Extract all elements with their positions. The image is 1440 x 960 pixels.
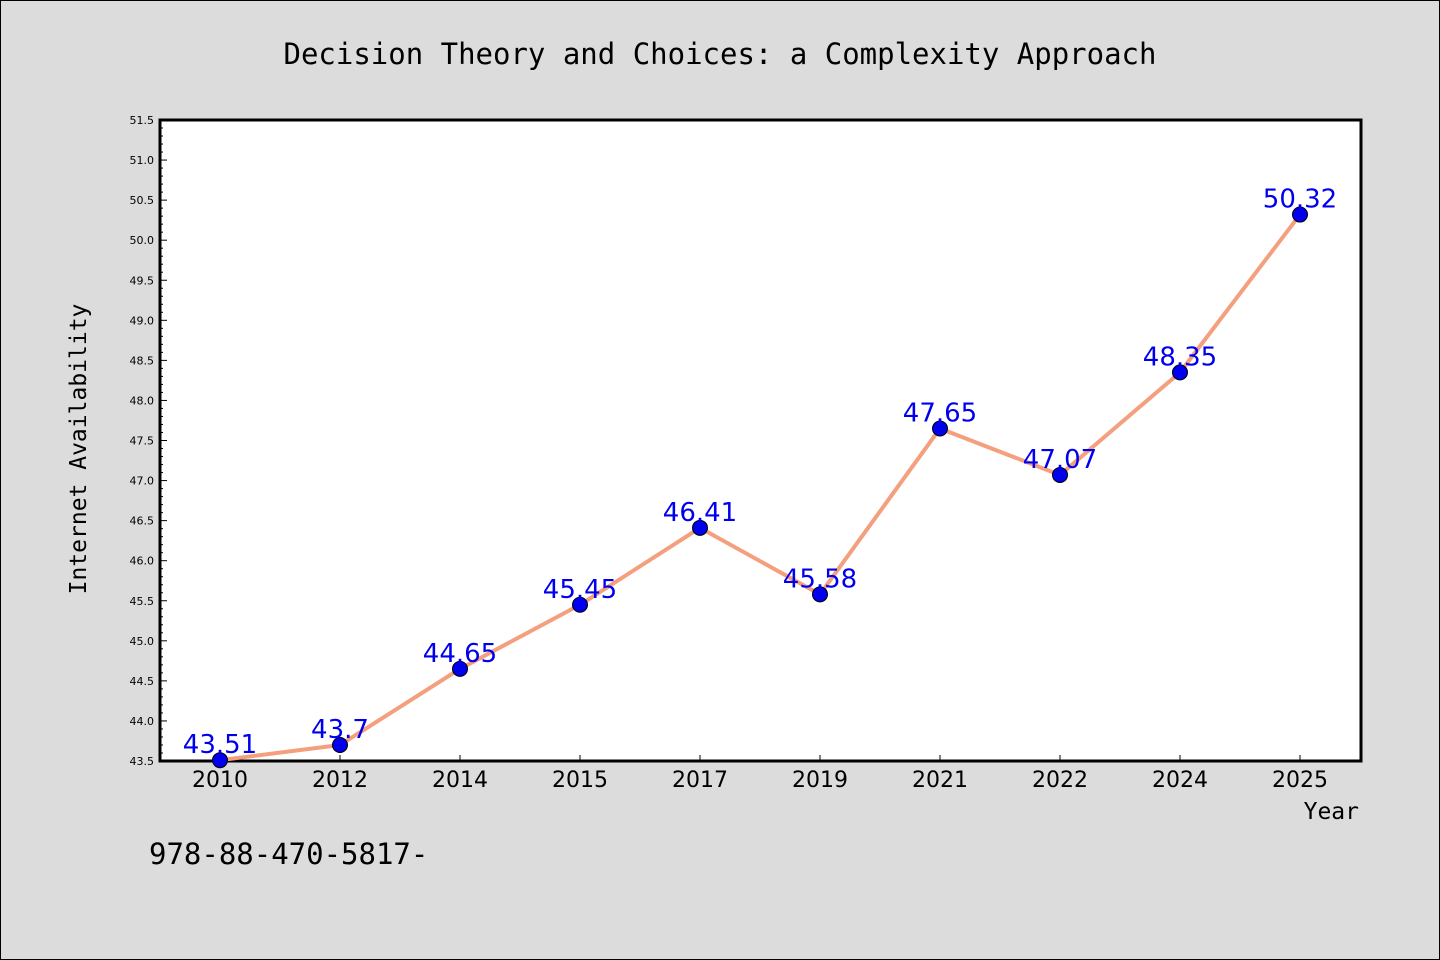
- x-tick-label: 2025: [1272, 768, 1328, 793]
- series-layer: 43.51 43.7 44.65 45.45 46.41 45.58 47.65 47.07 4…: [183, 185, 1337, 769]
- data-point: [212, 752, 228, 769]
- data-label: 50.32: [1263, 185, 1337, 215]
- data-label: 44.65: [423, 639, 497, 669]
- data-label: 43.7: [311, 715, 369, 745]
- data-point: [572, 596, 588, 613]
- y-tick-label: 44.0: [130, 715, 155, 728]
- x-tick-label: 2019: [792, 768, 848, 793]
- y-tick-label: 47.5: [130, 435, 155, 448]
- y-tick-label: 44.5: [130, 675, 155, 688]
- x-tick-label: 2022: [1032, 768, 1088, 793]
- y-tick-label: 47.0: [130, 475, 155, 488]
- y-tick-label: 49.0: [130, 314, 155, 327]
- y-tick-label: 46.5: [130, 515, 155, 528]
- data-point: [332, 736, 348, 753]
- x-tick-label: 2010: [192, 768, 248, 793]
- data-label: 45.58: [783, 564, 857, 594]
- x-axis-label: Year: [1304, 799, 1359, 825]
- y-tick-label: 46.0: [130, 555, 155, 568]
- data-label: 45.45: [543, 575, 617, 605]
- y-tick-label: 43.5: [130, 755, 155, 768]
- chart-title: Decision Theory and Choices: a Complexit…: [284, 37, 1157, 71]
- data-point: [692, 519, 708, 536]
- data-point: [452, 660, 468, 677]
- data-point: [932, 420, 948, 437]
- y-axis-label: Internet Availability: [66, 304, 92, 595]
- plot-area: [158, 118, 1363, 763]
- y-tick-label: 48.0: [130, 394, 155, 407]
- footer-isbn-text: 978-88-470-5817-: [149, 837, 428, 871]
- data-label: 48.35: [1143, 342, 1217, 372]
- data-label: 47.65: [903, 398, 977, 428]
- data-label: 46.41: [663, 498, 737, 528]
- y-tick-label: 45.5: [130, 595, 155, 608]
- data-point: [1292, 206, 1308, 223]
- x-axis-ticks: 2010 2012 2014 2015 2017 2019 2021 2022 2024 2025: [192, 755, 1328, 793]
- y-tick-label: 49.5: [130, 274, 155, 287]
- data-point: [812, 586, 828, 603]
- x-tick-label: 2024: [1152, 768, 1208, 793]
- x-tick-label: 2017: [672, 768, 728, 793]
- y-tick-label: 45.0: [130, 635, 155, 648]
- y-tick-label: 51.0: [130, 154, 155, 167]
- data-label: 43.51: [183, 730, 257, 760]
- data-label: 47.07: [1023, 445, 1097, 475]
- y-axis-ticks: 43.5 44.0 44.5 45.0 45.5 46.0 46.5 47.0 47.5 48.0…: [130, 114, 167, 768]
- x-tick-label: 2014: [432, 768, 488, 793]
- series-line: [218, 212, 1302, 763]
- y-tick-label: 50.5: [130, 194, 155, 207]
- y-tick-label: 51.5: [130, 114, 155, 127]
- x-tick-label: 2015: [552, 768, 608, 793]
- y-tick-label: 48.5: [130, 354, 155, 367]
- x-tick-label: 2021: [912, 768, 968, 793]
- data-point: [1172, 364, 1188, 381]
- x-tick-label: 2012: [312, 768, 368, 793]
- data-point: [1052, 466, 1068, 483]
- y-tick-label: 50.0: [130, 234, 155, 247]
